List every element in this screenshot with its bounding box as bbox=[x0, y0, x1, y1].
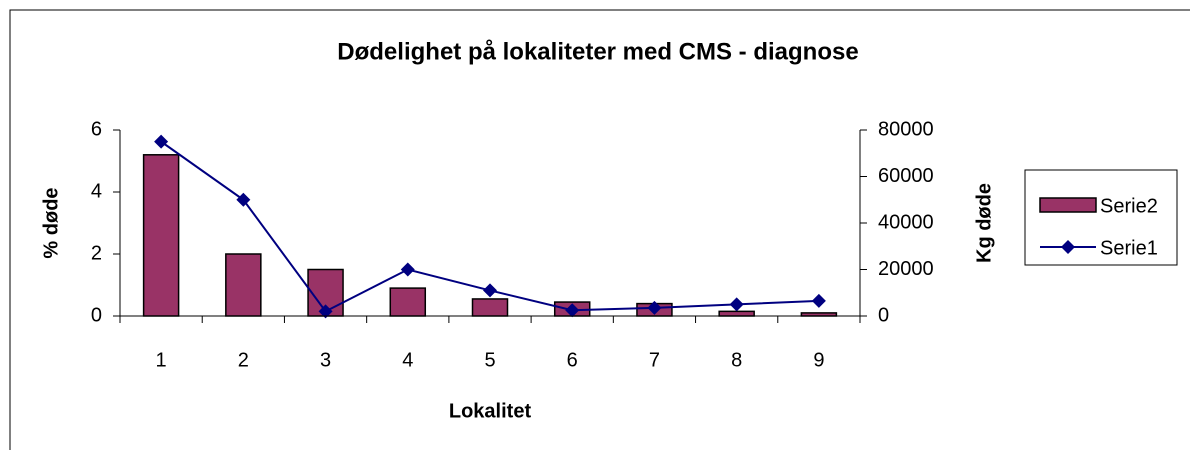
y2-tick-label: 0 bbox=[878, 304, 889, 326]
x-tick-label: 6 bbox=[567, 349, 578, 371]
legend bbox=[1024, 169, 1178, 266]
marker bbox=[647, 300, 662, 315]
marker bbox=[318, 304, 333, 319]
bar bbox=[718, 310, 755, 317]
legend-swatch bbox=[1039, 197, 1097, 213]
x-tick-label: 2 bbox=[238, 349, 249, 371]
x-tick-label: 1 bbox=[156, 349, 167, 371]
y2-axis-title: Kg døde bbox=[973, 183, 995, 263]
marker bbox=[729, 297, 744, 312]
marker bbox=[811, 293, 826, 308]
marker bbox=[483, 283, 497, 298]
x-tick-label: 3 bbox=[320, 349, 331, 371]
y-tick-label: 4 bbox=[91, 180, 102, 202]
x-tick-label: 4 bbox=[402, 349, 413, 371]
marker bbox=[565, 303, 580, 318]
y2-tick-label: 80000 bbox=[878, 118, 934, 140]
chart-frame bbox=[9, 9, 1190, 450]
y-axis-title: % døde bbox=[40, 187, 62, 258]
bar bbox=[471, 298, 509, 317]
y-tick-label: 0 bbox=[91, 304, 102, 326]
y2-tick-label: 60000 bbox=[878, 165, 934, 187]
bar bbox=[142, 154, 180, 317]
x-tick-label: 7 bbox=[649, 349, 660, 371]
legend-label: Serie1 bbox=[1100, 237, 1158, 259]
x-tick-label: 5 bbox=[484, 349, 495, 371]
marker bbox=[236, 192, 251, 207]
legend-marker bbox=[1061, 240, 1075, 254]
marker bbox=[154, 134, 169, 149]
y-tick-label: 6 bbox=[91, 118, 102, 140]
marker bbox=[400, 262, 415, 277]
legend-label: Serie2 bbox=[1100, 195, 1158, 217]
x-tick-label: 9 bbox=[813, 349, 824, 371]
y-tick-label: 2 bbox=[91, 242, 102, 264]
bar bbox=[225, 253, 262, 317]
x-axis-title: Lokalitet bbox=[449, 400, 532, 422]
y2-tick-label: 20000 bbox=[878, 258, 934, 280]
bar bbox=[389, 287, 427, 317]
y2-tick-label: 40000 bbox=[878, 211, 934, 233]
x-tick-label: 8 bbox=[731, 349, 742, 371]
chart-title: Dødelighet på lokaliteter med CMS - diag… bbox=[337, 38, 858, 65]
